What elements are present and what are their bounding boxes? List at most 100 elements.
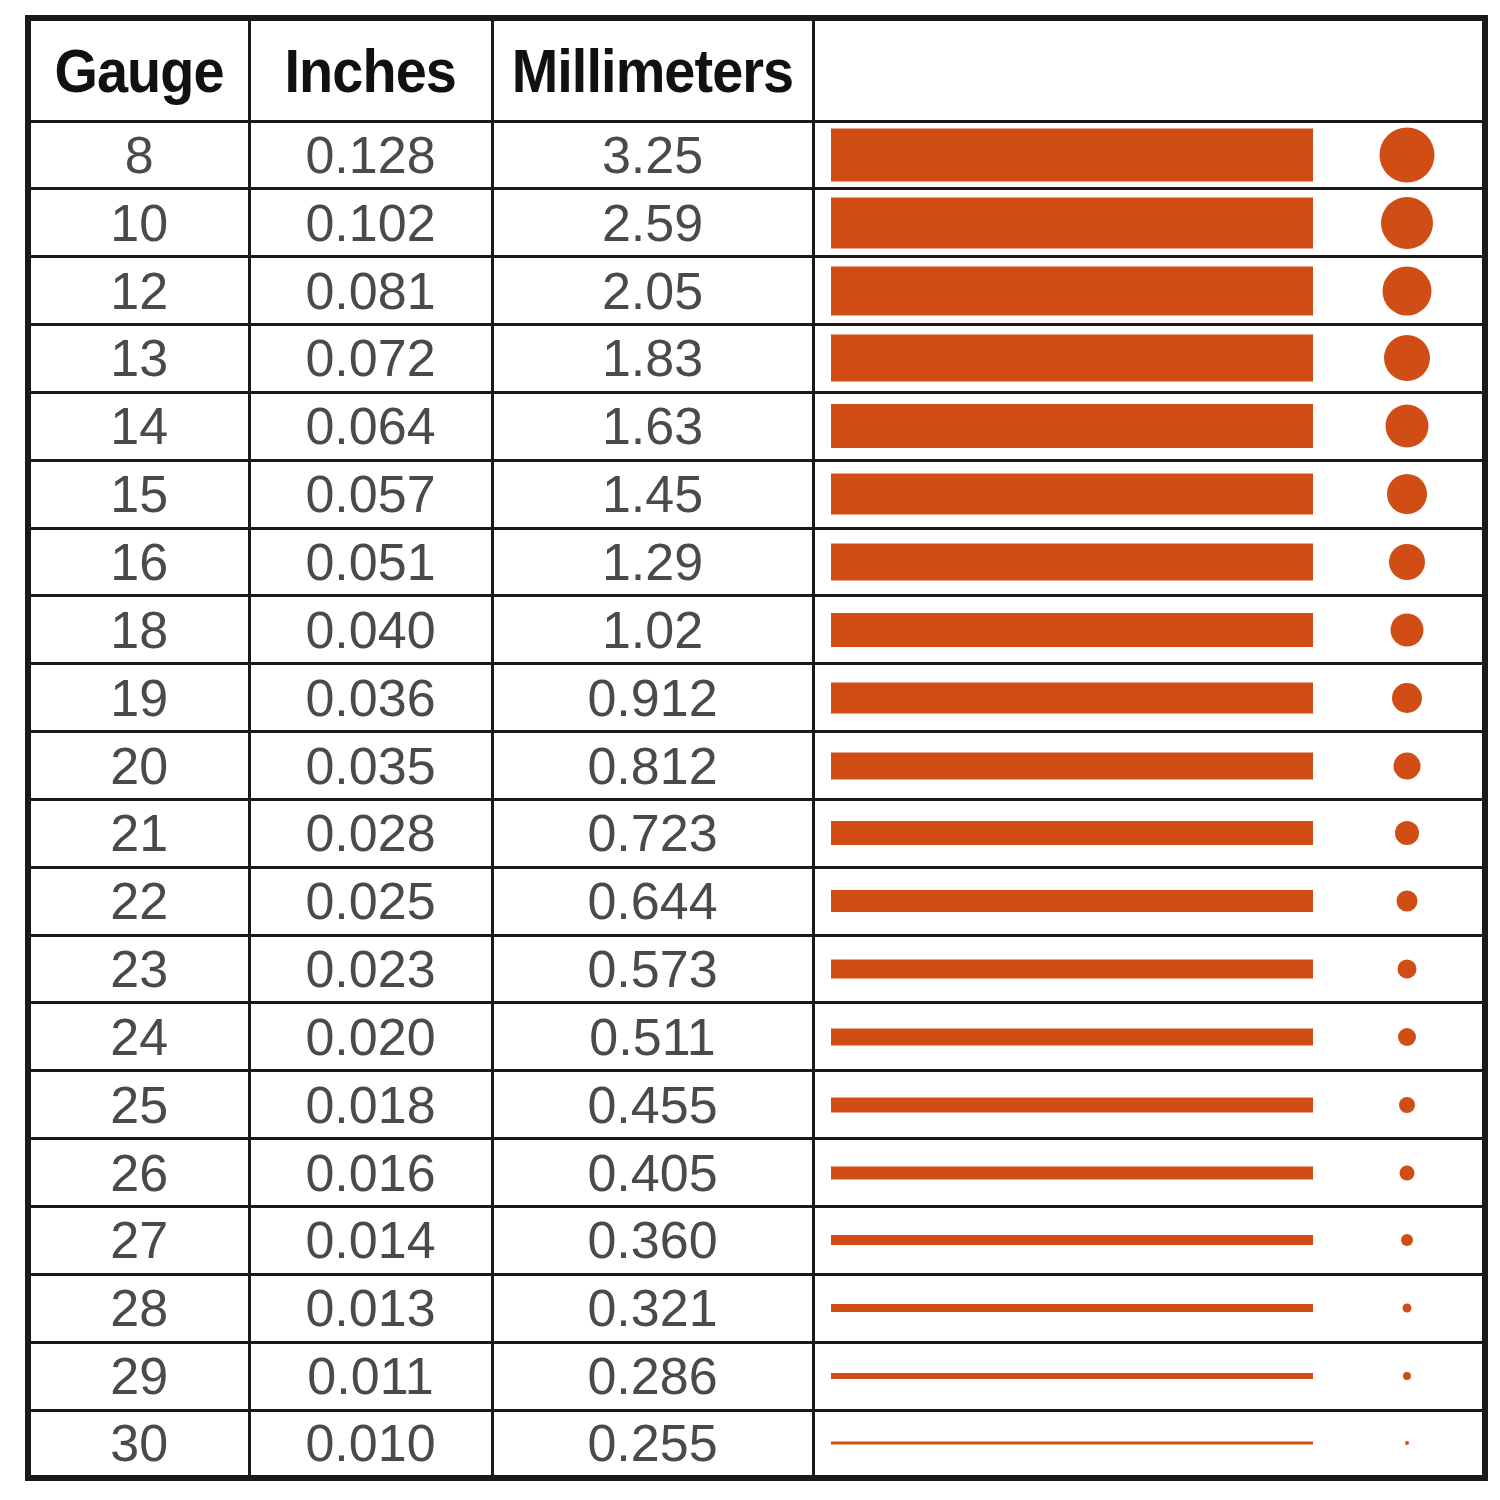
inches-cell: 0.072 — [249, 325, 492, 393]
wire-diameter-dot — [1399, 1165, 1414, 1180]
millimeters-cell: 0.286 — [492, 1342, 813, 1410]
header-row: Gauge Inches Millimeters — [28, 18, 1485, 121]
table-row: 190.0360.912 — [28, 664, 1485, 732]
wire-size-visual-cell — [813, 935, 1485, 1003]
wire-diameter-dot — [1385, 405, 1428, 448]
millimeters-cell: 0.455 — [492, 1071, 813, 1139]
inches-cell: 0.020 — [249, 1003, 492, 1071]
wire-thickness-bar — [831, 128, 1313, 181]
inches-cell: 0.057 — [249, 460, 492, 528]
wire-diameter-dot — [1379, 127, 1434, 182]
column-header-visual — [813, 18, 1485, 121]
wire-thickness-bar — [831, 474, 1313, 515]
gauge-cell: 29 — [28, 1342, 249, 1410]
millimeters-cell: 1.63 — [492, 392, 813, 460]
wire-thickness-bar — [831, 613, 1313, 647]
wire-thickness-bar — [831, 821, 1313, 845]
inches-cell: 0.102 — [249, 189, 492, 257]
table-row: 240.0200.511 — [28, 1003, 1485, 1071]
table-row: 180.0401.02 — [28, 596, 1485, 664]
millimeters-cell: 0.812 — [492, 732, 813, 800]
wire-thickness-bar — [831, 404, 1313, 448]
wire-size-visual-cell — [813, 1410, 1485, 1478]
millimeters-cell: 1.29 — [492, 528, 813, 596]
wire-size-visual-cell — [813, 460, 1485, 528]
wire-size-visual-cell — [813, 596, 1485, 664]
wire-diameter-dot — [1395, 821, 1419, 845]
inches-cell: 0.040 — [249, 596, 492, 664]
wire-diameter-dot — [1390, 613, 1423, 646]
gauge-cell: 25 — [28, 1071, 249, 1139]
gauge-cell: 21 — [28, 799, 249, 867]
table-row: 250.0180.455 — [28, 1071, 1485, 1139]
wire-thickness-bar — [831, 1373, 1313, 1379]
wire-diameter-dot — [1398, 1028, 1416, 1046]
wire-size-visual-cell — [813, 325, 1485, 393]
wire-size-visual-cell — [813, 664, 1485, 732]
gauge-cell: 28 — [28, 1274, 249, 1342]
table-row: 210.0280.723 — [28, 799, 1485, 867]
gauge-cell: 19 — [28, 664, 249, 732]
wire-thickness-bar — [831, 1097, 1313, 1112]
wire-gauge-table-container: Gauge Inches Millimeters 80.1283.25100.1… — [25, 15, 1488, 1481]
table-body: 80.1283.25100.1022.59120.0812.05130.0721… — [28, 121, 1485, 1478]
millimeters-cell: 0.360 — [492, 1207, 813, 1275]
wire-thickness-bar — [831, 335, 1313, 382]
wire-thickness-bar — [831, 543, 1313, 580]
table-row: 140.0641.63 — [28, 392, 1485, 460]
inches-cell: 0.023 — [249, 935, 492, 1003]
table-row: 160.0511.29 — [28, 528, 1485, 596]
wire-diameter-dot — [1389, 544, 1425, 580]
table-row: 130.0721.83 — [28, 325, 1485, 393]
table-row: 270.0140.360 — [28, 1207, 1485, 1275]
inches-cell: 0.128 — [249, 121, 492, 189]
wire-size-visual-cell — [813, 1342, 1485, 1410]
wire-gauge-table: Gauge Inches Millimeters 80.1283.25100.1… — [25, 15, 1488, 1481]
millimeters-cell: 1.02 — [492, 596, 813, 664]
table-row: 260.0160.405 — [28, 1139, 1485, 1207]
table-row: 230.0230.573 — [28, 935, 1485, 1003]
wire-diameter-dot — [1402, 1304, 1411, 1313]
wire-thickness-bar — [831, 1304, 1313, 1312]
column-header-millimeters: Millimeters — [492, 18, 813, 121]
inches-cell: 0.064 — [249, 392, 492, 460]
inches-cell: 0.010 — [249, 1410, 492, 1478]
gauge-cell: 20 — [28, 732, 249, 800]
millimeters-cell: 2.05 — [492, 257, 813, 325]
gauge-cell: 27 — [28, 1207, 249, 1275]
table-row: 280.0130.321 — [28, 1274, 1485, 1342]
inches-cell: 0.028 — [249, 799, 492, 867]
column-header-gauge: Gauge — [28, 18, 249, 121]
table-row: 200.0350.812 — [28, 732, 1485, 800]
wire-size-visual-cell — [813, 732, 1485, 800]
gauge-cell: 16 — [28, 528, 249, 596]
millimeters-cell: 0.511 — [492, 1003, 813, 1071]
inches-cell: 0.011 — [249, 1342, 492, 1410]
inches-cell: 0.035 — [249, 732, 492, 800]
table-row: 290.0110.286 — [28, 1342, 1485, 1410]
wire-size-visual-cell — [813, 1003, 1485, 1071]
wire-diameter-dot — [1403, 1372, 1411, 1380]
gauge-cell: 12 — [28, 257, 249, 325]
millimeters-cell: 0.644 — [492, 867, 813, 935]
wire-diameter-dot — [1384, 335, 1430, 381]
wire-diameter-dot — [1399, 1097, 1415, 1113]
wire-thickness-bar — [831, 682, 1313, 713]
gauge-cell: 15 — [28, 460, 249, 528]
inches-cell: 0.051 — [249, 528, 492, 596]
gauge-cell: 26 — [28, 1139, 249, 1207]
millimeters-cell: 0.573 — [492, 935, 813, 1003]
table-row: 220.0250.644 — [28, 867, 1485, 935]
gauge-cell: 14 — [28, 392, 249, 460]
inches-cell: 0.016 — [249, 1139, 492, 1207]
gauge-cell: 30 — [28, 1410, 249, 1478]
wire-size-visual-cell — [813, 189, 1485, 257]
wire-size-visual-cell — [813, 799, 1485, 867]
wire-size-visual-cell — [813, 121, 1485, 189]
wire-thickness-bar — [831, 1235, 1313, 1245]
inches-cell: 0.025 — [249, 867, 492, 935]
wire-diameter-dot — [1405, 1441, 1409, 1445]
table-row: 80.1283.25 — [28, 121, 1485, 189]
wire-diameter-dot — [1401, 1234, 1413, 1246]
gauge-cell: 18 — [28, 596, 249, 664]
